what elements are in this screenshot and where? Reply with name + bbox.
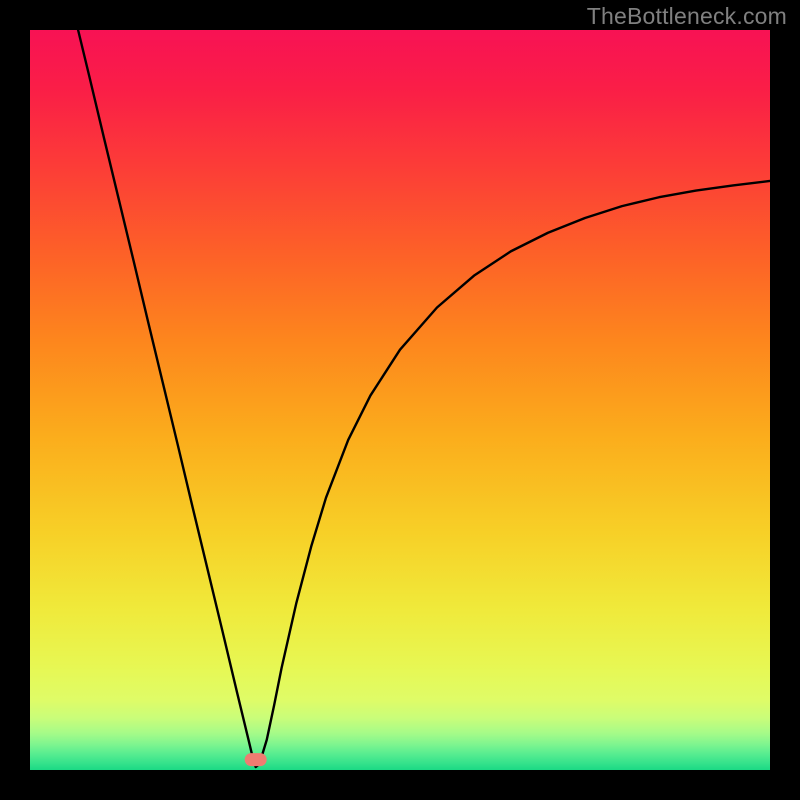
plot-background [30, 30, 770, 770]
chart-container: TheBottleneck.com [0, 0, 800, 800]
watermark-text: TheBottleneck.com [587, 3, 787, 30]
